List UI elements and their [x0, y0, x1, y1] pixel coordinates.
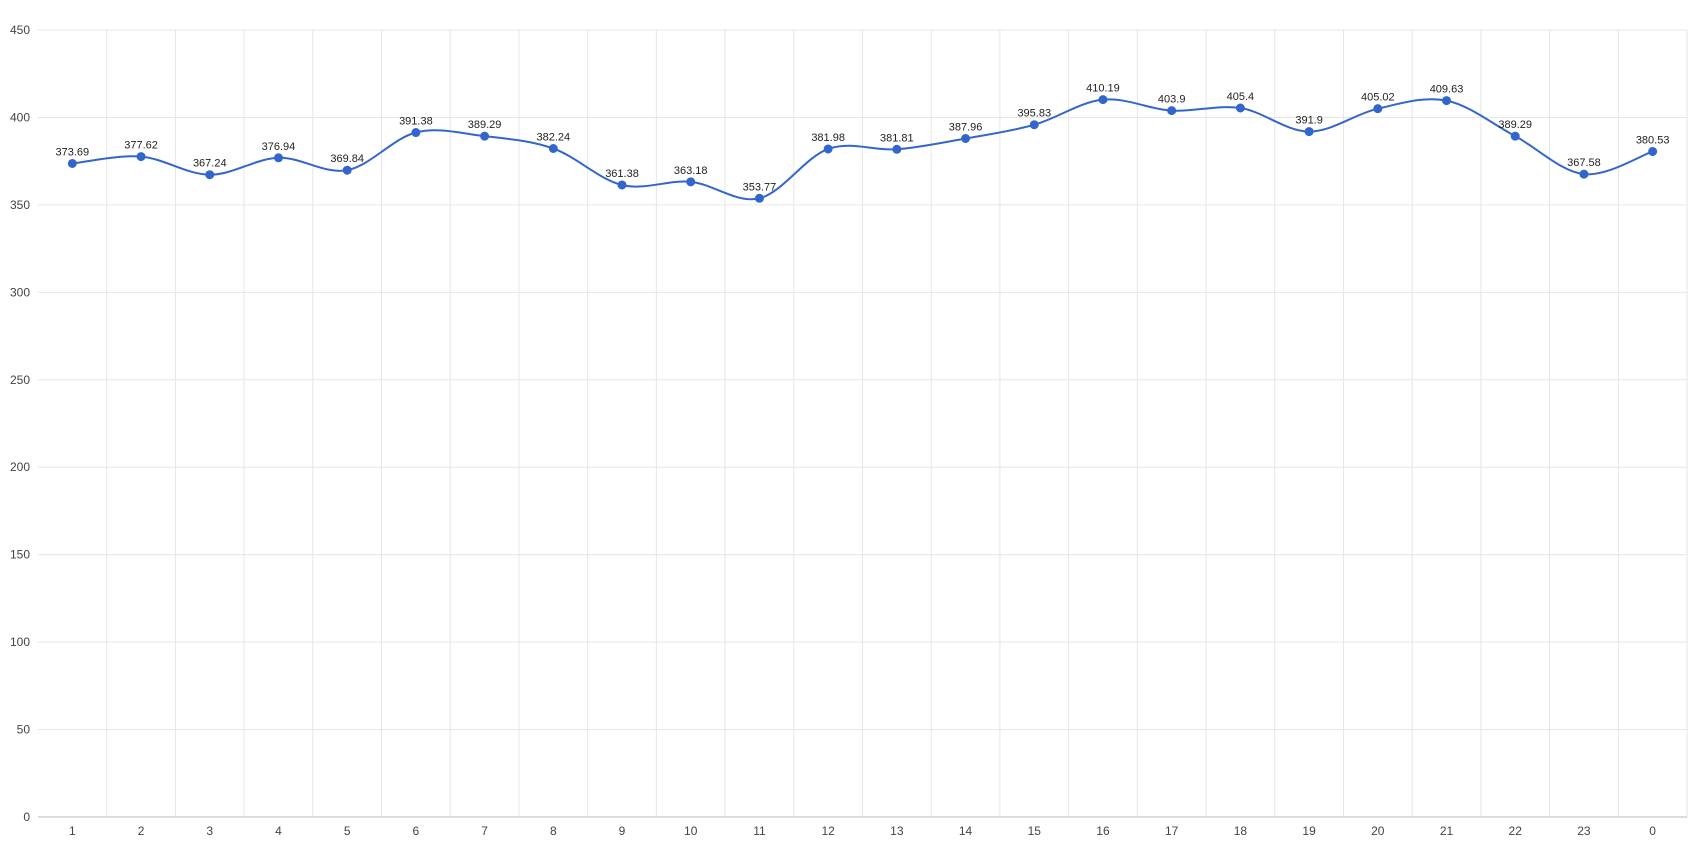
x-tick-label: 4 [275, 824, 282, 838]
x-tick-label: 9 [619, 824, 626, 838]
data-point [1579, 169, 1589, 179]
data-point [1648, 146, 1658, 156]
data-label: 405.02 [1361, 92, 1395, 104]
data-point [1373, 104, 1383, 114]
data-label: 381.81 [880, 132, 914, 144]
data-point [1098, 95, 1108, 105]
data-point [961, 134, 971, 144]
data-label: 387.96 [949, 122, 983, 134]
y-tick-label: 300 [10, 285, 30, 299]
x-tick-label: 21 [1440, 824, 1454, 838]
data-label: 367.24 [193, 158, 227, 170]
x-tick-label: 18 [1234, 824, 1248, 838]
x-tick-label: 7 [481, 824, 488, 838]
data-label: 389.29 [1498, 119, 1532, 131]
data-label: 403.9 [1158, 94, 1186, 106]
data-label: 367.58 [1567, 157, 1601, 169]
x-tick-label: 13 [890, 824, 904, 838]
x-tick-label: 5 [344, 824, 351, 838]
data-point [480, 131, 490, 141]
x-tick-label: 6 [413, 824, 420, 838]
data-label: 382.24 [536, 132, 570, 144]
data-point [1167, 106, 1177, 116]
data-point [273, 153, 283, 163]
data-point [67, 158, 77, 168]
data-label: 373.69 [56, 146, 90, 158]
y-tick-label: 400 [10, 110, 30, 124]
data-label: 391.9 [1295, 115, 1323, 127]
data-label: 391.38 [399, 116, 433, 128]
data-label: 380.53 [1636, 134, 1670, 146]
x-tick-label: 10 [684, 824, 698, 838]
grid-layer [38, 29, 1688, 817]
data-label: 405.4 [1227, 91, 1255, 103]
x-tick-label: 22 [1509, 824, 1523, 838]
data-label: 381.98 [811, 132, 845, 144]
data-label: 410.19 [1086, 83, 1120, 95]
data-point [1510, 131, 1520, 141]
data-point [136, 152, 146, 162]
x-tick-label: 17 [1165, 824, 1179, 838]
data-point [1442, 96, 1452, 106]
x-tick-label: 2 [138, 824, 145, 838]
data-label: 363.18 [674, 165, 708, 177]
x-tick-label: 0 [1649, 824, 1656, 838]
x-tick-label: 23 [1577, 824, 1591, 838]
data-point [892, 144, 902, 154]
data-label: 389.29 [468, 119, 502, 131]
data-point [1235, 103, 1245, 113]
x-tick-label: 14 [959, 824, 973, 838]
y-tick-label: 50 [17, 723, 31, 737]
data-point [823, 144, 833, 154]
points-layer [67, 95, 1658, 203]
data-point [342, 165, 352, 175]
y-tick-label: 0 [23, 810, 30, 824]
data-label: 353.77 [743, 181, 777, 193]
data-point [411, 128, 421, 138]
x-tick-label: 16 [1096, 824, 1110, 838]
y-tick-label: 200 [10, 460, 30, 474]
x-tick-label: 3 [206, 824, 213, 838]
x-tick-label: 19 [1302, 824, 1316, 838]
data-label: 361.38 [605, 168, 639, 180]
data-label: 409.63 [1430, 84, 1464, 96]
data-point [617, 180, 627, 190]
y-tick-label: 250 [10, 373, 30, 387]
x-tick-label: 8 [550, 824, 557, 838]
data-label: 377.62 [124, 140, 158, 152]
y-tick-label: 100 [10, 635, 30, 649]
data-point [1029, 120, 1039, 130]
y-tick-label: 150 [10, 548, 30, 562]
data-point [548, 144, 558, 154]
y-tick-label: 450 [10, 23, 30, 37]
data-label: 369.84 [330, 153, 364, 165]
x-tick-label: 11 [753, 824, 766, 838]
data-label: 395.83 [1017, 108, 1051, 120]
data-point [1304, 127, 1314, 137]
x-tick-label: 20 [1371, 824, 1385, 838]
data-labels-layer: 373.69 377.62 367.24 376.94 369.84 391.38 389.… [56, 83, 1670, 194]
x-tick-label: 12 [821, 824, 835, 838]
data-point [686, 177, 696, 187]
y-tick-label: 350 [10, 198, 30, 212]
data-point [754, 193, 764, 203]
data-label: 376.94 [262, 141, 296, 153]
x-tick-label: 1 [69, 824, 76, 838]
x-tick-label: 15 [1028, 824, 1042, 838]
data-point [205, 170, 215, 180]
